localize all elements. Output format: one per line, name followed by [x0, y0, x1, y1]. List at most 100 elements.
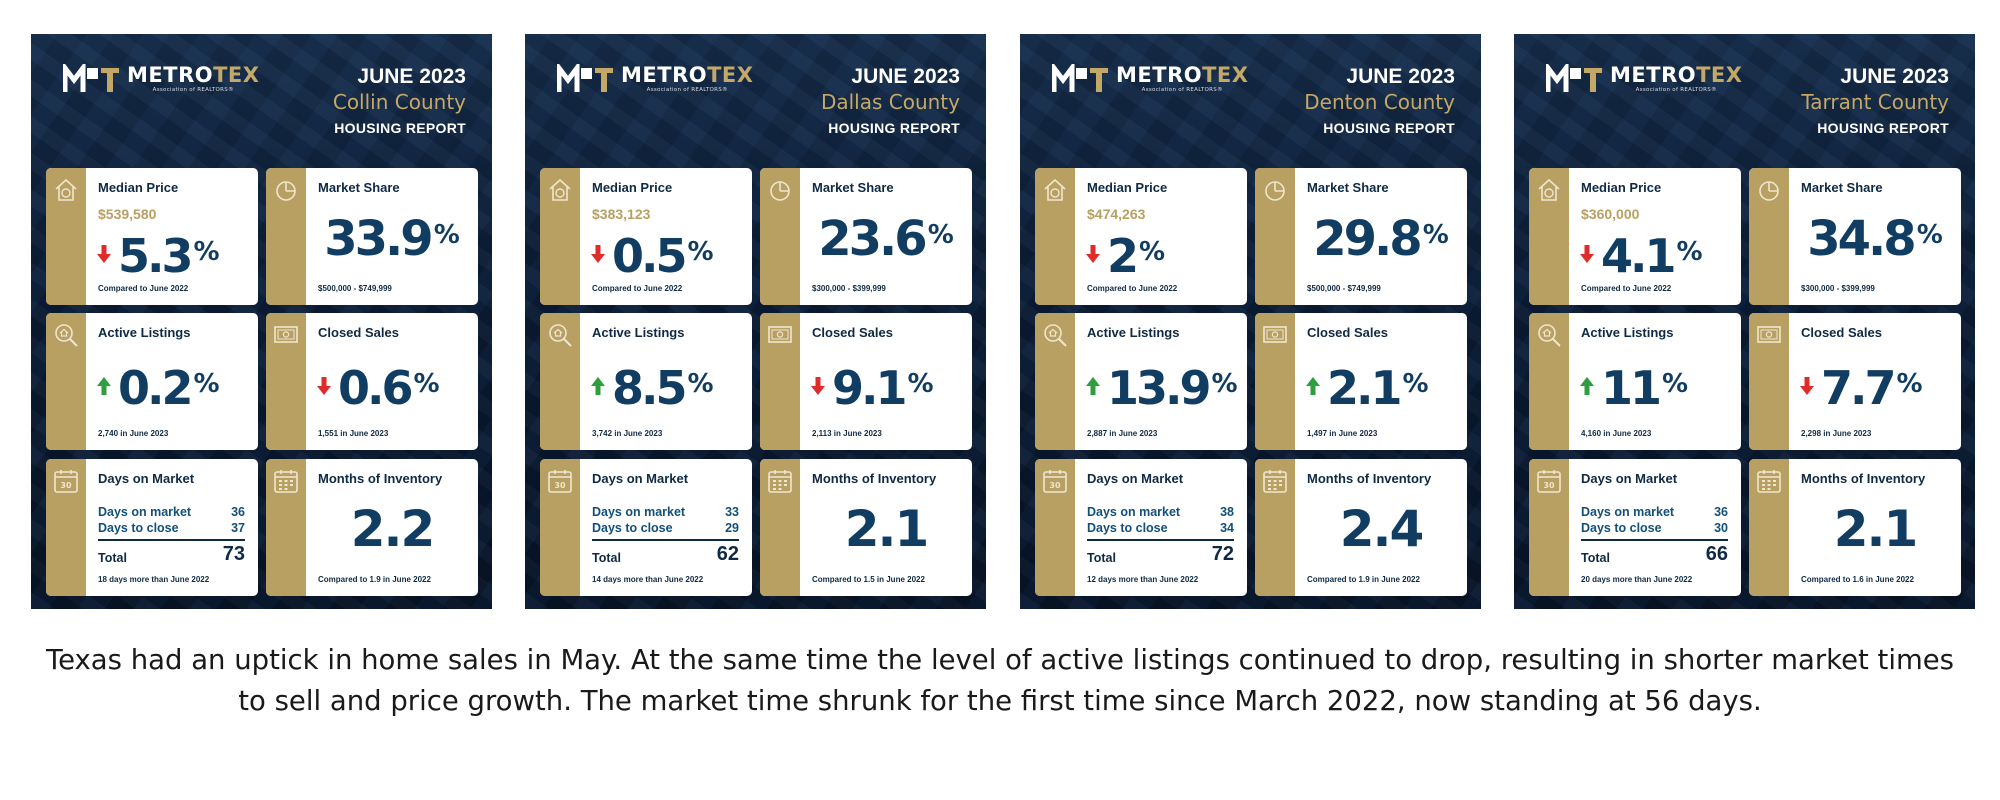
summary-caption: Texas had an uptick in home sales in May…: [45, 644, 1955, 717]
active-listings-card: Active Listings 11% 4,160 in June 2023: [1529, 313, 1741, 450]
closed-sales-count: 2,113 in June 2023: [812, 429, 882, 438]
days-on-market-value: 36: [231, 505, 245, 519]
metrotex-logo: METROTEX Association of REALTORS®: [1546, 64, 1742, 94]
market-share-value-wrap: 29.8%: [1313, 211, 1449, 267]
market-share-title: Market Share: [1307, 180, 1389, 195]
pie-chart-icon: [770, 181, 790, 201]
closed-sales-card: Closed Sales 2.1% 1,497 in June 2023: [1255, 313, 1467, 450]
percent-sign: %: [1402, 369, 1429, 399]
median-price-value: $474,263: [1087, 206, 1146, 222]
months-of-inventory-card: Months of Inventory 2.4 Compared to 1.9 …: [1255, 459, 1467, 596]
report-month: JUNE 2023: [1346, 65, 1455, 88]
percent-sign: %: [1139, 237, 1166, 267]
report-title: HOUSING REPORT: [334, 120, 466, 136]
report-month: JUNE 2023: [357, 65, 466, 88]
closed-sales-count: 1,551 in June 2023: [318, 429, 389, 438]
months-of-inventory-card: Months of Inventory 2.1 Compared to 1.6 …: [1749, 459, 1961, 596]
active-listings-change-value: 13.9: [1107, 361, 1211, 415]
active-listings-change: 13.9%: [1107, 357, 1238, 415]
arrow-up-icon: [1580, 377, 1594, 395]
total-days-value: 66: [1705, 543, 1728, 565]
median-price-change: 2%: [1107, 225, 1165, 283]
total-days-label: Total: [98, 551, 127, 565]
median-price-change: 0.5%: [612, 225, 714, 283]
closed-sales-change-value: 9.1: [832, 361, 907, 415]
active-listings-card: Active Listings 0.2% 2,740 in June 2023: [46, 313, 258, 450]
months-of-inventory-value: 2.1: [844, 500, 930, 558]
percent-sign: %: [1896, 369, 1923, 399]
days-on-market-note: 12 days more than June 2022: [1087, 575, 1199, 584]
arrow-down-icon: [97, 245, 111, 263]
metrotex-logo: METROTEX Association of REALTORS®: [557, 64, 753, 94]
days-on-market-value: 38: [1220, 505, 1234, 519]
total-days-label: Total: [1087, 551, 1116, 565]
cash-icon: [274, 326, 298, 343]
search-house-icon: [55, 324, 78, 347]
days-to-close-value: 34: [1220, 521, 1234, 535]
arrow-down-icon: [811, 377, 825, 395]
arrow-down-icon: [1086, 245, 1100, 263]
closed-sales-count: 2,298 in June 2023: [1801, 429, 1872, 438]
months-of-inventory-value: 2.4: [1339, 500, 1425, 558]
months-of-inventory-note: Compared to 1.9 in June 2022: [318, 575, 431, 584]
percent-sign: %: [193, 369, 220, 399]
market-share-title: Market Share: [812, 180, 894, 195]
closed-sales-card: Closed Sales 9.1% 2,113 in June 2023: [760, 313, 972, 450]
brand-tagline: Association of REALTORS®: [1141, 87, 1223, 93]
median-price-value: $360,000: [1581, 206, 1640, 222]
closed-sales-change: 0.6%: [338, 357, 440, 415]
metrotex-logo-icon: [63, 64, 119, 92]
closed-sales-change-value: 0.6: [338, 361, 413, 415]
median-price-change-value: 0.5: [612, 229, 687, 283]
market-share-title: Market Share: [1801, 180, 1883, 195]
active-listings-change-value: 0.2: [118, 361, 193, 415]
active-listings-count: 3,742 in June 2023: [592, 429, 663, 438]
percent-sign: %: [1676, 237, 1703, 267]
market-share-card: Market Share 29.8% $500,000 - $749,999: [1255, 168, 1467, 305]
closed-sales-change: 9.1%: [832, 357, 934, 415]
market-share-card: Market Share 34.8% $300,000 - $399,999: [1749, 168, 1961, 305]
market-share-card: Market Share 33.9% $500,000 - $749,999: [266, 168, 478, 305]
market-share-value: 23.6: [818, 211, 927, 267]
percent-sign: %: [687, 237, 714, 267]
percent-sign: %: [907, 369, 934, 399]
active-listings-change-value: 11: [1601, 361, 1662, 415]
median-price-value: $383,123: [592, 206, 651, 222]
active-listings-change: 8.5%: [612, 357, 714, 415]
days-to-close-value: 29: [725, 521, 739, 535]
closed-sales-card: Closed Sales 0.6% 1,551 in June 2023: [266, 313, 478, 450]
brand-name-metro: METRO: [127, 63, 214, 87]
percent-sign: %: [1422, 220, 1449, 250]
days-on-market-title: Days on Market: [98, 471, 195, 486]
median-price-note: Compared to June 2022: [1581, 284, 1672, 293]
svg-text:30: 30: [554, 481, 566, 490]
closed-sales-card: Closed Sales 7.7% 2,298 in June 2023: [1749, 313, 1961, 450]
percent-sign: %: [1211, 369, 1238, 399]
days-on-market-card: 30 Days on Market Days on market 33 Days …: [540, 459, 752, 596]
svg-text:30: 30: [60, 481, 72, 490]
calendar-grid-icon: [274, 470, 298, 493]
median-price-title: Median Price: [1087, 180, 1168, 195]
svg-text:30: 30: [1543, 481, 1555, 490]
days-to-close-value: 37: [231, 521, 245, 535]
percent-sign: %: [193, 237, 220, 267]
search-house-icon: [549, 324, 572, 347]
active-listings-title: Active Listings: [1581, 325, 1674, 340]
active-listings-title: Active Listings: [98, 325, 191, 340]
active-listings-card: Active Listings 13.9% 2,887 in June 2023: [1035, 313, 1247, 450]
house-dollar-icon: [1044, 178, 1066, 201]
arrow-up-icon: [1086, 377, 1100, 395]
months-of-inventory-title: Months of Inventory: [812, 471, 937, 486]
arrow-down-icon: [1580, 245, 1594, 263]
market-share-value: 29.8: [1313, 211, 1422, 267]
median-price-value: $539,580: [98, 206, 157, 222]
days-to-close-value: 30: [1714, 521, 1728, 535]
days-on-market-card: 30 Days on Market Days on market 38 Days …: [1035, 459, 1247, 596]
market-share-value: 33.9: [324, 211, 433, 267]
pie-chart-icon: [276, 181, 296, 201]
percent-sign: %: [927, 220, 954, 250]
brand-name-tex: TEX: [1202, 63, 1249, 87]
active-listings-card: Active Listings 8.5% 3,742 in June 2023: [540, 313, 752, 450]
days-on-market-card: 30 Days on Market Days on market 36 Days …: [46, 459, 258, 596]
calendar-30-icon: 30: [1043, 470, 1067, 493]
